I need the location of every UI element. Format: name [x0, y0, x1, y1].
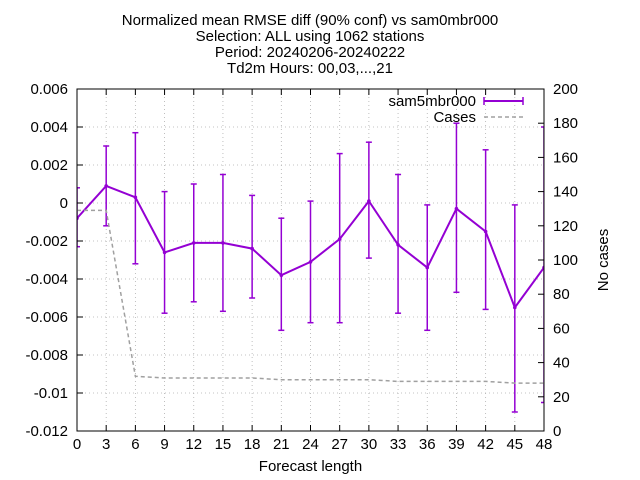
- y-tick-label: 0.004: [30, 119, 68, 136]
- x-tick-label: 9: [160, 436, 168, 453]
- x-tick-label: 39: [448, 436, 465, 453]
- x-tick-label: 15: [215, 436, 232, 453]
- x-tick-label: 18: [244, 436, 261, 453]
- y-tick-label: -0.012: [25, 423, 68, 440]
- y2-tick-label: 180: [553, 115, 578, 132]
- y2-tick-label: 60: [553, 320, 570, 337]
- y-tick-label: -0.008: [25, 347, 68, 364]
- y2-axis-title: No cases: [595, 229, 612, 292]
- legend-label-cases: Cases: [433, 109, 476, 126]
- y2-tick-label: 120: [553, 218, 578, 235]
- y-tick-label: -0.004: [25, 271, 68, 288]
- data-point: [396, 243, 400, 247]
- x-tick-label: 24: [302, 436, 319, 453]
- y2-tick-label: 100: [553, 252, 578, 269]
- x-tick-label: 12: [185, 436, 202, 453]
- data-point: [279, 273, 284, 278]
- y-tick-label: 0: [60, 195, 68, 212]
- data-point: [191, 241, 196, 245]
- y2-tick-label: 40: [553, 355, 570, 372]
- x-tick-label: 6: [131, 436, 139, 453]
- x-tick-label: 48: [536, 436, 553, 453]
- y2-tick-label: 160: [553, 149, 578, 166]
- x-tick-label: 30: [361, 436, 378, 453]
- data-point: [250, 246, 254, 251]
- series-cases: [77, 209, 544, 384]
- data-point: [425, 265, 430, 270]
- chart-title: Normalized mean RMSE diff (90% conf) vs …: [122, 12, 499, 77]
- data-point: [513, 305, 517, 310]
- series-line: [77, 209, 544, 384]
- series-layer: [77, 122, 544, 413]
- x-tick-label: 0: [73, 436, 81, 453]
- y-tick-label: -0.01: [34, 385, 68, 402]
- y-tick-label: -0.002: [25, 233, 68, 250]
- x-tick-label: 36: [419, 436, 436, 453]
- data-point: [133, 195, 138, 200]
- x-tick-label: 45: [506, 436, 523, 453]
- y2-tick-label: 80: [553, 286, 570, 303]
- x-tick-label: 42: [477, 436, 494, 453]
- x-axis-title: Forecast length: [259, 458, 362, 475]
- x-tick-label: 3: [102, 436, 110, 453]
- data-point: [337, 237, 342, 241]
- data-point: [483, 229, 488, 234]
- y-tick-label: -0.006: [25, 309, 68, 326]
- y2-tick-label: 0: [553, 423, 561, 440]
- legend-label-sam5mbr000: sam5mbr000: [388, 93, 476, 110]
- title-line-1: Normalized mean RMSE diff (90% conf) vs …: [122, 12, 499, 29]
- data-point: [104, 184, 108, 188]
- y2-tick-label: 140: [553, 184, 578, 201]
- title-line-2: Selection: ALL using 1062 stations: [196, 28, 425, 45]
- y2-tick-label: 200: [553, 81, 578, 98]
- data-point: [454, 206, 459, 211]
- y-tick-label: 0.006: [30, 81, 68, 98]
- data-point: [162, 250, 167, 255]
- title-line-3: Period: 20240206-20240222: [215, 44, 405, 61]
- y-tick-label: 0.002: [30, 157, 68, 174]
- series-sam5mbr000: [77, 122, 544, 413]
- data-point: [367, 199, 371, 203]
- data-point: [221, 241, 225, 245]
- x-tick-label: 21: [273, 436, 290, 453]
- data-point: [308, 260, 313, 264]
- title-line-4: Td2m Hours: 00,03,...,21: [227, 60, 393, 77]
- x-tick-label: 27: [331, 436, 348, 453]
- axes: 0 3 6 9 12 15 18 21 24 27 30 33 36 39 42 45 480.0060.004…: [25, 81, 612, 475]
- x-tick-label: 33: [390, 436, 407, 453]
- y2-tick-label: 20: [553, 389, 570, 406]
